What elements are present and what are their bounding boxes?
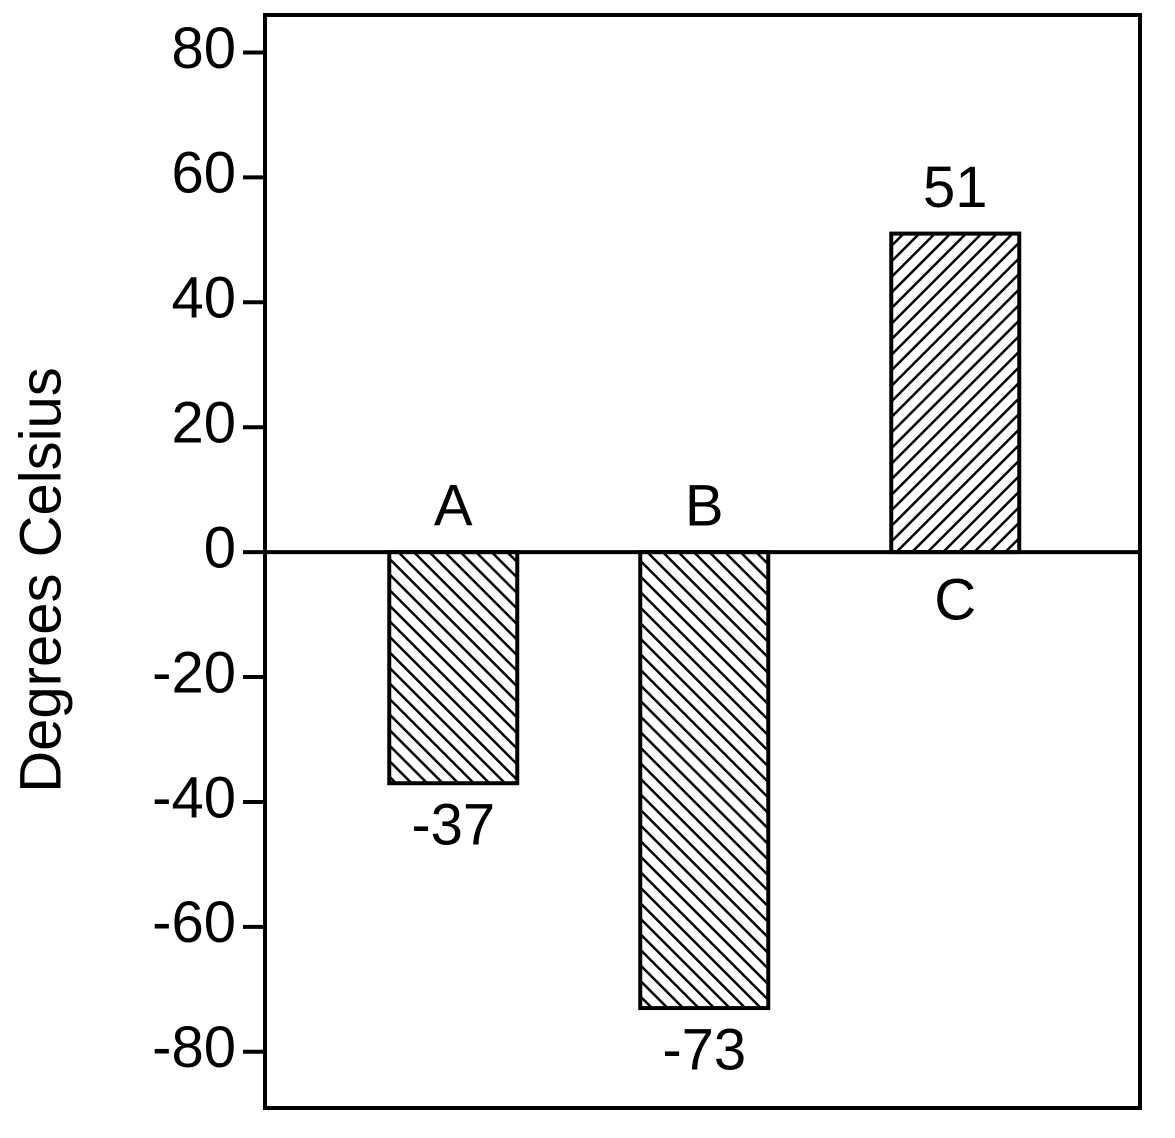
x-tick-label: C [934,567,976,632]
y-tick-label: 40 [171,266,236,331]
y-tick-label: -20 [152,640,236,705]
plot-frame [263,13,1142,1110]
y-tick-label: 80 [171,16,236,81]
value-label: -73 [662,1017,746,1082]
y-tick-label: -40 [152,765,236,830]
y-tick-label: 60 [171,141,236,206]
bar [889,231,1022,555]
value-label: -37 [411,793,495,858]
bar [387,550,520,786]
y-tick-label: 20 [171,391,236,456]
x-tick-label: A [434,473,473,538]
y-tick-label: -80 [152,1015,236,1080]
value-label: 51 [923,155,988,220]
bar [638,550,771,1011]
y-tick-label: 0 [204,515,236,580]
x-tick-label: B [685,473,724,538]
y-tick-label: -60 [152,890,236,955]
y-axis-label: Degrees Celsius [8,367,73,793]
